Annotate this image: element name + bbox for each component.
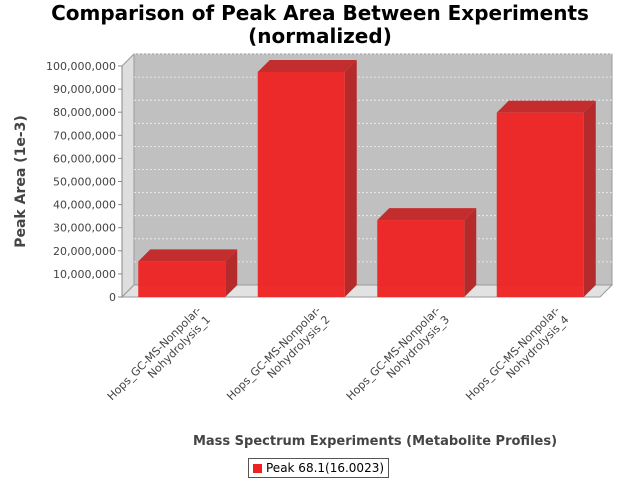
y-tick-label: 10,000,000 (53, 268, 116, 281)
bar-top (377, 208, 477, 221)
y-tick-label: 100,000,000 (46, 60, 116, 73)
bar-side (225, 249, 238, 297)
y-tick-label: 50,000,000 (53, 176, 116, 189)
chart-legend: Peak 68.1(16.0023) (248, 458, 390, 478)
x-tick-label: Hops_GC-MS-Nonpolar-Nohydrolysis_1 (105, 304, 213, 412)
bar-side (583, 100, 596, 297)
bar (257, 72, 345, 297)
legend-label: Peak 68.1(16.0023) (266, 461, 385, 475)
x-tick-label-line: Hops_GC-MS-Nonpolar- (105, 304, 204, 403)
x-tick-label: Hops_GC-MS-Nonpolar-Nohydrolysis_4 (463, 304, 571, 412)
bar-side (344, 60, 357, 298)
y-axis-label: Peak Area (1e-3) (13, 115, 29, 248)
legend-swatch (253, 463, 262, 473)
plot-side-wall (121, 52, 135, 299)
chart-title-block: Comparison of Peak Area Between Experime… (0, 2, 640, 48)
x-tick-label-line: Hops_GC-MS-Nonpolar- (344, 304, 443, 403)
bar-top (496, 100, 596, 113)
y-tick-label: 80,000,000 (53, 106, 116, 119)
x-tick-label-line: Hops_GC-MS-Nonpolar- (224, 304, 323, 403)
bar-side (464, 208, 477, 297)
y-tick-label: 90,000,000 (53, 83, 116, 96)
y-tick-label: 40,000,000 (53, 199, 116, 212)
y-tick-label: 30,000,000 (53, 222, 116, 235)
y-tick-label: 20,000,000 (53, 245, 116, 258)
bar (138, 261, 226, 297)
bar-top (138, 249, 238, 262)
x-axis-label: Mass Spectrum Experiments (Metabolite Pr… (193, 434, 557, 449)
bar (496, 112, 584, 297)
bar-top (257, 60, 357, 73)
x-tick-label: Hops_GC-MS-Nonpolar-Nohydrolysis_2 (224, 304, 332, 412)
y-tick-label: 60,000,000 (53, 152, 116, 165)
y-tick-label: 0 (109, 291, 116, 304)
x-tick-label: Hops_GC-MS-Nonpolar-Nohydrolysis_3 (344, 304, 452, 412)
y-tick-label: 70,000,000 (53, 129, 116, 142)
x-tick-label-line: Hops_GC-MS-Nonpolar- (463, 304, 562, 403)
chart-subtitle: (normalized) (248, 24, 392, 48)
chart-title: Comparison of Peak Area Between Experime… (51, 1, 589, 25)
bar (377, 220, 465, 297)
